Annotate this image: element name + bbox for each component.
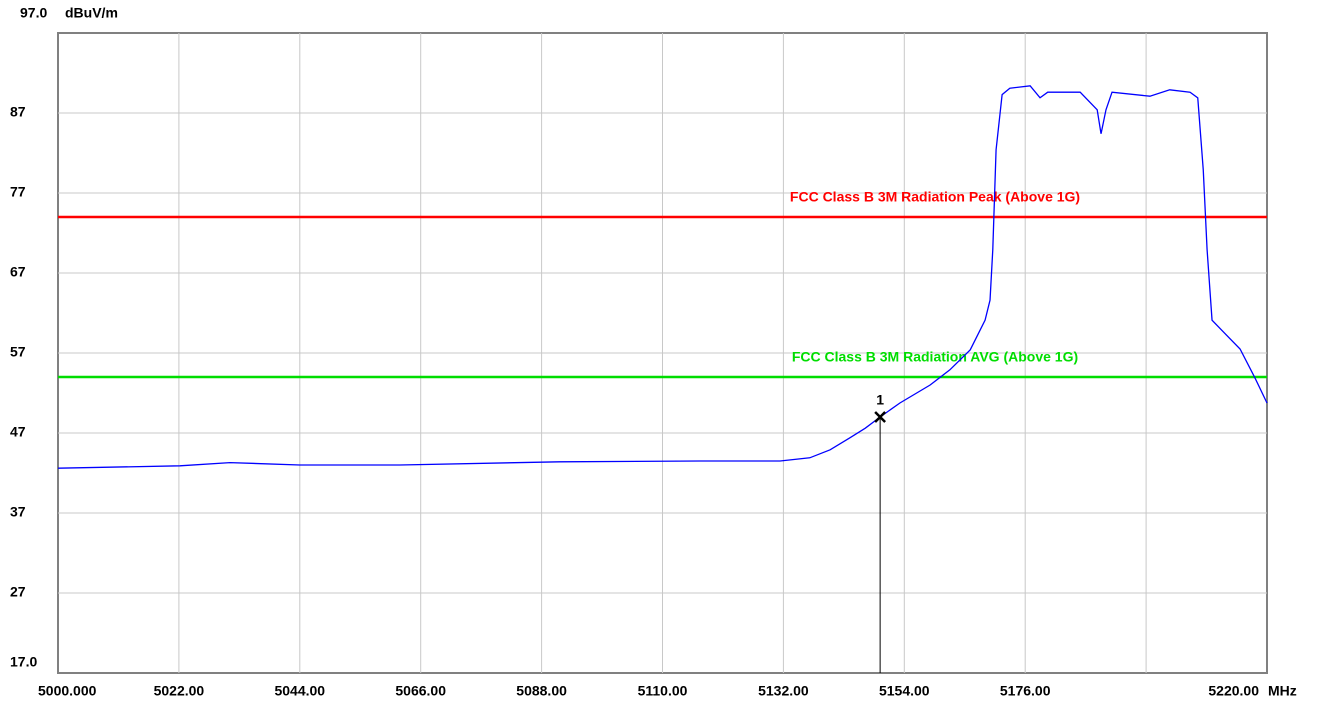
y-tick-label: 67	[10, 264, 26, 280]
x-tick-label: 5088.00	[516, 683, 567, 699]
x-tick-label: 5220.00	[1208, 683, 1259, 699]
y-tick-label: 97.0	[20, 5, 47, 21]
limit-label: FCC Class B 3M Radiation Peak (Above 1G)	[790, 189, 1080, 205]
marker	[874, 411, 887, 423]
y-tick-label: 57	[10, 344, 26, 360]
x-tick-label: 5176.00	[1000, 683, 1051, 699]
trace	[57, 85, 1268, 469]
y-tick-label: 17.0	[10, 654, 37, 670]
x-tick-label: 5154.00	[879, 683, 930, 699]
x-tick-label: 5066.00	[395, 683, 446, 699]
y-tick-label: 27	[10, 584, 26, 600]
x-tick-label: 5000.000	[38, 683, 97, 699]
x-tick-label: 5044.00	[274, 683, 325, 699]
y-tick-label: 87	[10, 104, 26, 120]
y-tick-label: 47	[10, 424, 26, 440]
x-unit: MHz	[1268, 683, 1297, 699]
limit-label: FCC Class B 3M Radiation AVG (Above 1G)	[792, 349, 1078, 365]
marker-label: 1	[876, 392, 884, 408]
y-tick-label: 77	[10, 184, 26, 200]
x-tick-label: 5110.00	[638, 683, 688, 699]
x-tick-label: 5132.00	[758, 683, 809, 699]
y-unit: dBuV/m	[65, 5, 118, 21]
y-tick-label: 37	[10, 504, 26, 520]
x-tick-label: 5022.00	[154, 683, 205, 699]
